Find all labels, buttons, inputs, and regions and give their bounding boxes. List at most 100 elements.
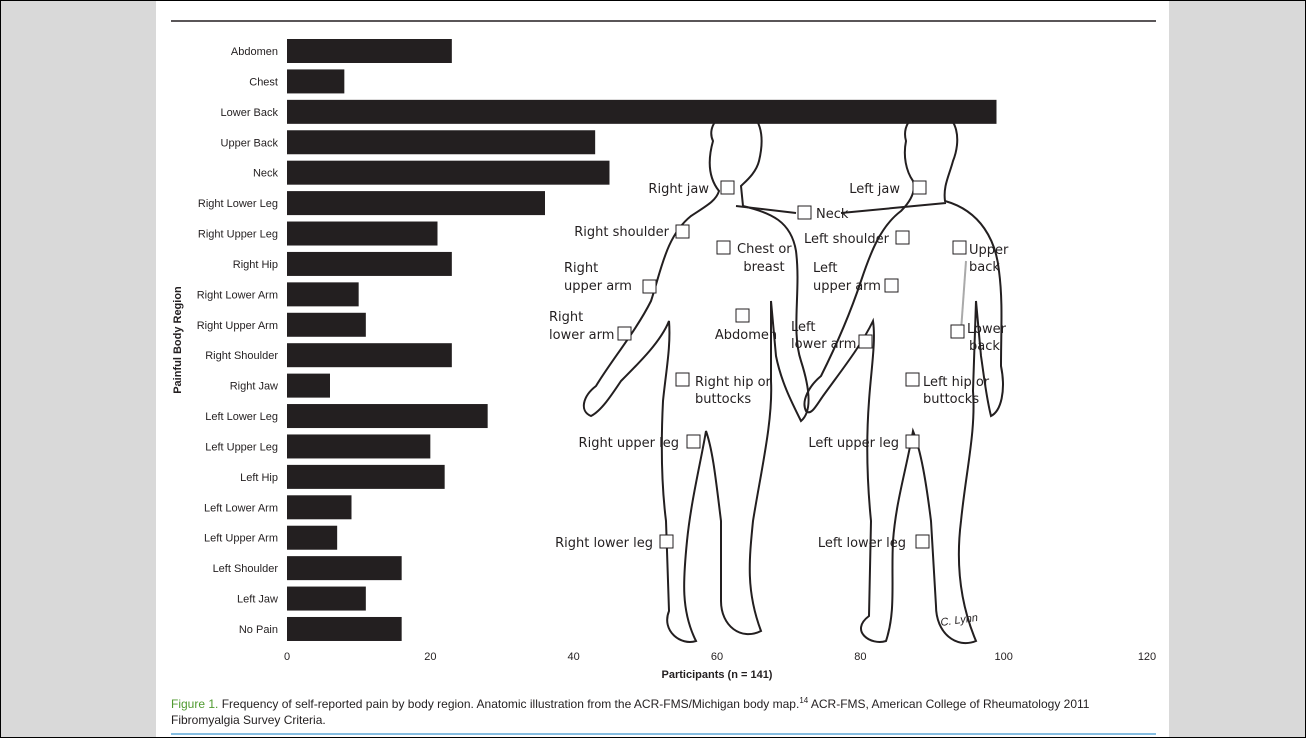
annotation: Right jaw — [648, 182, 709, 197]
annotation: Left hip or — [923, 375, 990, 390]
annotation: buttocks — [923, 392, 979, 407]
caption-text: Frequency of self-reported pain by body … — [218, 697, 800, 711]
bar — [287, 221, 438, 246]
y-axis-label: Painful Body Region — [172, 286, 184, 394]
bar — [287, 130, 596, 155]
checkbox — [735, 308, 750, 323]
annotation: buttocks — [695, 392, 751, 407]
annotation: Left — [791, 320, 815, 335]
annotation: Left lower leg — [818, 536, 906, 551]
annotation: Right upper leg — [579, 436, 679, 451]
annotation: Left shoulder — [804, 232, 890, 247]
bar — [287, 586, 366, 611]
y-tick-label: Right Lower Arm — [197, 289, 278, 301]
checkbox — [912, 180, 927, 195]
annotation: back — [969, 260, 1000, 275]
y-tick-label: Left Upper Leg — [205, 441, 278, 453]
x-tick-label: 120 — [1138, 651, 1156, 663]
annotation: Lower — [967, 322, 1007, 337]
annotation: lower arm — [791, 337, 856, 352]
bar — [287, 69, 345, 94]
bar — [287, 525, 338, 550]
y-tick-label: Left Lower Arm — [204, 502, 278, 514]
y-tick-label: Right Upper Leg — [198, 229, 278, 241]
bar — [287, 616, 402, 641]
x-tick-label: 60 — [711, 651, 723, 663]
annotation: Left upper leg — [808, 436, 899, 451]
annotation: Right — [564, 261, 598, 276]
checkbox — [675, 224, 690, 239]
x-axis-label: Participants (n = 141) — [662, 669, 773, 681]
body-illustration — [582, 109, 1004, 644]
checkbox — [950, 324, 965, 339]
x-tick-label: 0 — [284, 651, 290, 663]
checkbox — [895, 230, 910, 245]
checkbox — [716, 240, 731, 255]
annotation: Left jaw — [849, 182, 900, 197]
y-tick-label: Neck — [253, 168, 279, 180]
annotation: breast — [743, 260, 784, 275]
annotation: Right — [549, 310, 583, 325]
annotation: upper arm — [813, 279, 881, 294]
bar — [287, 464, 445, 489]
checkbox — [915, 534, 930, 549]
bar — [287, 160, 610, 185]
y-tick-label: Right Lower Leg — [198, 198, 278, 210]
y-tick-label: Chest — [249, 76, 278, 88]
bar — [287, 343, 452, 368]
y-tick-label: Lower Back — [221, 107, 279, 119]
annotation: Right lower leg — [555, 536, 653, 551]
x-tick-label: 80 — [854, 651, 866, 663]
y-tick-label: Right Shoulder — [205, 350, 278, 362]
checkbox — [952, 240, 967, 255]
x-tick-label: 40 — [568, 651, 580, 663]
bar — [287, 373, 330, 398]
y-tick-label: Right Upper Arm — [197, 320, 278, 332]
bar — [287, 556, 402, 581]
bar — [287, 312, 366, 337]
caption-label: Figure 1. — [171, 697, 219, 711]
annotation: Abdomen — [715, 328, 777, 343]
bar — [287, 39, 452, 63]
y-tick-label: Right Jaw — [230, 381, 278, 393]
checkbox — [797, 205, 812, 220]
annotation: Right shoulder — [574, 225, 669, 240]
y-tick-label: Upper Back — [221, 137, 279, 149]
caption-ref: 14 — [799, 696, 809, 705]
y-tick-label: Left Lower Leg — [205, 411, 278, 423]
checkbox — [686, 434, 701, 449]
x-tick-label: 100 — [994, 651, 1012, 663]
checkbox — [659, 534, 674, 549]
y-tick-label: No Pain — [239, 624, 278, 636]
bar — [287, 282, 359, 307]
checkbox — [720, 180, 735, 195]
y-tick-label: Left Hip — [240, 472, 278, 484]
annotation: back — [969, 339, 1000, 354]
y-tick-label: Right Hip — [233, 259, 278, 271]
annotation: upper arm — [564, 279, 632, 294]
y-tick-label: Left Jaw — [237, 594, 278, 606]
x-tick-label: 20 — [424, 651, 436, 663]
bar — [287, 251, 452, 276]
checkbox — [617, 326, 632, 341]
bar — [287, 404, 488, 429]
bar — [287, 495, 352, 520]
checkbox — [905, 434, 920, 449]
y-tick-label: Left Upper Arm — [204, 533, 278, 545]
bar — [287, 191, 545, 216]
y-tick-label: Abdomen — [231, 46, 278, 58]
checkbox — [884, 278, 899, 293]
y-tick-label: Left Shoulder — [213, 563, 279, 575]
checkbox — [905, 372, 920, 387]
checkbox — [675, 372, 690, 387]
checkbox — [642, 279, 657, 294]
signature: C. Lynn — [940, 612, 979, 629]
annotation: Neck — [816, 207, 849, 222]
annotation: Upper — [969, 243, 1009, 258]
caption: Figure 1. Frequency of self-reported pai… — [171, 693, 1161, 728]
checkbox — [858, 334, 873, 349]
bar — [287, 99, 997, 124]
annotation: Chest or — [737, 242, 792, 257]
